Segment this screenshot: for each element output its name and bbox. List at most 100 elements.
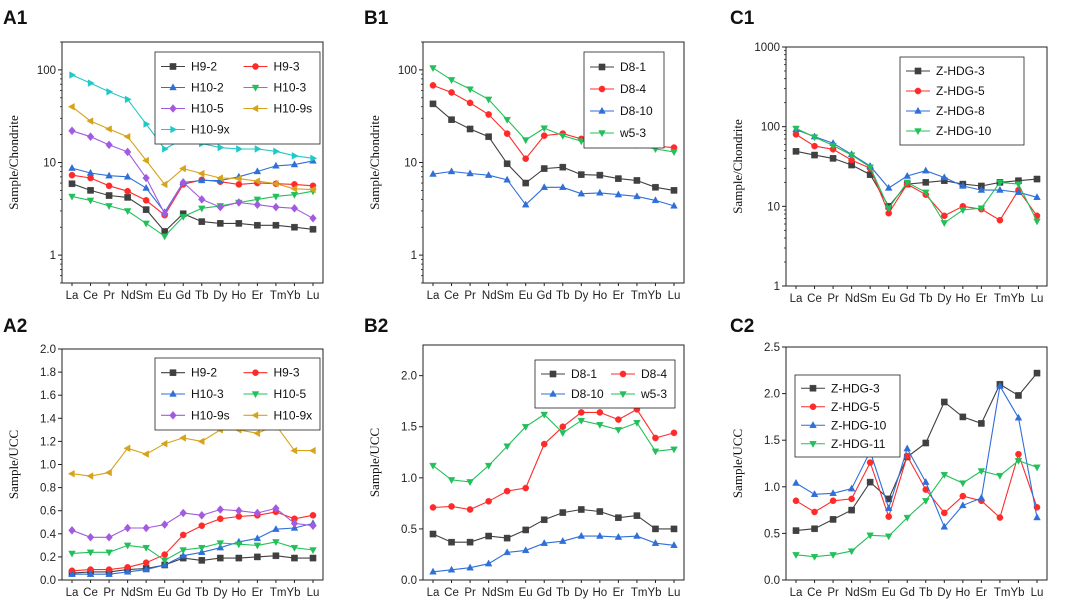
data-point <box>521 137 530 145</box>
x-tick-label: Pr <box>103 587 115 599</box>
series-z-hdg-8 <box>792 125 1041 200</box>
data-point <box>87 174 94 182</box>
x-tick-label: Ho <box>231 587 246 599</box>
data-point <box>484 462 493 470</box>
data-point <box>105 140 113 150</box>
data-point <box>105 566 113 573</box>
x-tick-label: NdSm <box>482 587 514 599</box>
data-point <box>829 497 837 505</box>
y-tick-label: 0.0 <box>40 575 56 587</box>
data-point <box>996 472 1004 480</box>
data-point <box>67 102 75 111</box>
data-point <box>179 508 187 518</box>
x-tick-label: La <box>66 290 79 302</box>
data-point <box>596 531 604 539</box>
data-point <box>272 202 280 212</box>
x-tick-label: Er <box>613 587 625 599</box>
data-point <box>540 165 548 172</box>
data-point <box>86 117 94 125</box>
legend-item: H9-2 <box>161 60 217 74</box>
data-point <box>254 145 262 153</box>
legend-item: Z-HDG-3 <box>801 381 880 395</box>
x-tick-label: TmYb <box>631 587 662 599</box>
x-tick-label: Dy <box>574 587 588 599</box>
series-line <box>795 127 1038 224</box>
data-point <box>271 179 279 188</box>
y-tick-label: 2.0 <box>764 389 780 401</box>
legend-swatch-marker <box>251 411 259 420</box>
data-point <box>309 213 317 223</box>
data-point <box>1033 193 1041 200</box>
data-point <box>105 532 113 542</box>
data-point <box>596 422 604 429</box>
legend-box <box>154 51 321 145</box>
data-point <box>179 531 187 539</box>
data-point <box>429 169 437 177</box>
series-line <box>795 460 1038 558</box>
data-point <box>466 538 474 546</box>
data-point <box>847 152 856 160</box>
data-point <box>503 534 511 542</box>
x-tick-label: Ce <box>444 587 459 599</box>
legend-swatch-marker <box>169 389 177 397</box>
y-tick-label: 0.6 <box>40 506 56 518</box>
x-tick-label: NdSm <box>845 587 877 599</box>
data-point <box>106 88 114 96</box>
legend-swatch-marker <box>619 391 627 399</box>
data-point <box>829 155 837 162</box>
data-point <box>941 212 948 220</box>
data-point <box>142 183 150 191</box>
data-point <box>86 197 95 205</box>
data-point <box>792 125 800 133</box>
data-point <box>940 220 949 228</box>
data-point <box>105 549 113 557</box>
data-point <box>503 130 511 137</box>
panel-c1: C1 1 10 100 1000 Sample/Chondrite La Ce Pr NdSm Eu… <box>730 8 1048 305</box>
data-point <box>614 532 623 540</box>
legend-swatch-marker <box>252 63 259 70</box>
legend-item: w5-3 <box>590 126 646 140</box>
legend-item: H10-9x <box>161 123 230 137</box>
data-point <box>253 542 262 550</box>
data-point <box>429 504 437 511</box>
y-axis-label: Sample/Chondrite <box>6 115 21 210</box>
panel-label: A2 <box>3 316 27 337</box>
data-point <box>829 489 837 497</box>
data-point <box>522 155 529 162</box>
legend-label: D8-4 <box>641 367 667 381</box>
data-point <box>922 478 930 485</box>
data-point <box>578 171 585 178</box>
legend-swatch-marker <box>169 369 177 376</box>
legend-swatch-marker <box>598 63 606 71</box>
x-tick-label: Dy <box>937 587 951 599</box>
series-line <box>71 541 314 562</box>
data-point <box>86 532 95 542</box>
x-tick-label: Eu <box>158 587 172 599</box>
legend-label: H10-5 <box>191 102 224 116</box>
y-tick-label: 1.8 <box>40 367 56 379</box>
x-tick-label: Lu <box>668 290 681 302</box>
data-point <box>633 192 641 200</box>
data-point <box>273 147 281 156</box>
data-point <box>615 175 622 182</box>
data-point <box>521 200 530 208</box>
data-point <box>308 185 316 194</box>
data-point <box>996 185 1004 193</box>
legend-item: H9-2 <box>161 366 217 380</box>
data-point <box>198 176 206 184</box>
data-point <box>903 514 911 522</box>
data-point <box>484 96 493 104</box>
series-h10-5 <box>68 539 317 565</box>
data-point <box>447 565 456 573</box>
data-point <box>540 183 548 190</box>
data-point <box>217 554 224 562</box>
data-point <box>959 480 967 488</box>
x-tick-label: Gd <box>176 290 191 302</box>
legend: D8-1 D8-4 D8-10 w5-3 <box>583 51 665 149</box>
data-point <box>959 207 967 215</box>
data-point <box>217 515 224 523</box>
data-point <box>290 191 299 199</box>
data-point <box>123 542 132 550</box>
x-tick-label: TmYb <box>631 290 662 302</box>
data-point <box>522 484 529 492</box>
